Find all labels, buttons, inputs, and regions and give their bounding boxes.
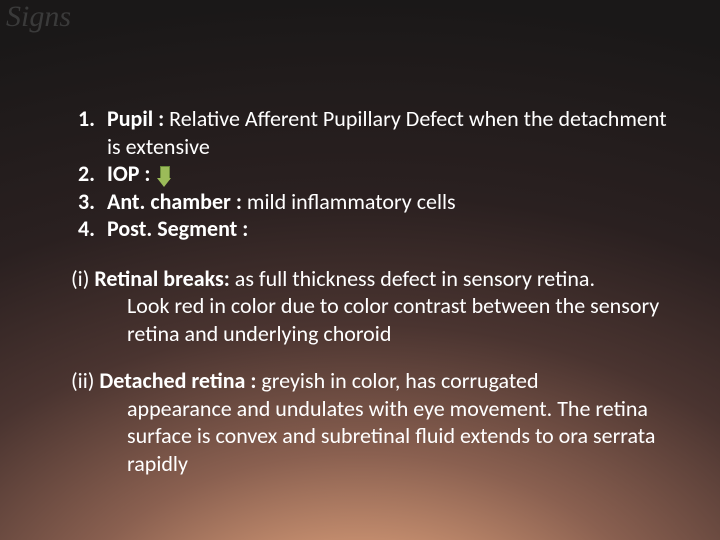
item-label: Pupil : (107, 105, 164, 132)
slide-title: Signs (6, 0, 71, 34)
list-item: 2. IOP : (35, 160, 685, 188)
item-label: Post. Segment : (107, 215, 248, 242)
subsection-label: Detached retina : (94, 367, 256, 394)
subsection-marker: (i) (71, 265, 89, 292)
subsection-body: appearance and undulates with eye moveme… (71, 395, 685, 478)
list-item: 3. Ant. chamber : mild inflammatory cell… (35, 188, 685, 216)
item-text: IOP : (107, 160, 685, 188)
item-label: Ant. chamber : (107, 188, 242, 215)
subsection-body: Look red in color due to color contrast … (71, 292, 685, 347)
item-number: 1. (35, 105, 107, 160)
item-rest: Relative Afferent Pupillary Defect when … (107, 105, 667, 160)
list-item: 1. Pupil : Relative Afferent Pupillary D… (35, 105, 685, 160)
list-item: 4. Post. Segment : (35, 215, 685, 243)
item-number: 3. (35, 188, 107, 216)
subsection-head: (ii) Detached retina : greyish in color,… (71, 367, 685, 395)
item-text: Post. Segment : (107, 215, 685, 243)
subsection: (ii) Detached retina : greyish in color,… (71, 367, 685, 477)
subsection-head: (i) Retinal breaks: as full thickness de… (71, 265, 685, 293)
item-rest: mild inflammatory cells (242, 188, 456, 215)
down-arrow-icon (157, 166, 171, 186)
subsection-marker: (ii) (71, 367, 94, 394)
subsection-first: as full thickness defect in sensory reti… (230, 265, 595, 292)
item-label: IOP : (107, 160, 151, 187)
numbered-list: 1. Pupil : Relative Afferent Pupillary D… (35, 105, 685, 243)
subsection-first: greyish in color, has corrugated (256, 367, 538, 394)
item-text: Ant. chamber : mild inflammatory cells (107, 188, 685, 216)
subsection: (i) Retinal breaks: as full thickness de… (71, 265, 685, 348)
item-number: 4. (35, 215, 107, 243)
subsection-label: Retinal breaks: (89, 265, 229, 292)
item-text: Pupil : Relative Afferent Pupillary Defe… (107, 105, 685, 160)
item-number: 2. (35, 160, 107, 188)
slide-content: 1. Pupil : Relative Afferent Pupillary D… (35, 105, 685, 497)
